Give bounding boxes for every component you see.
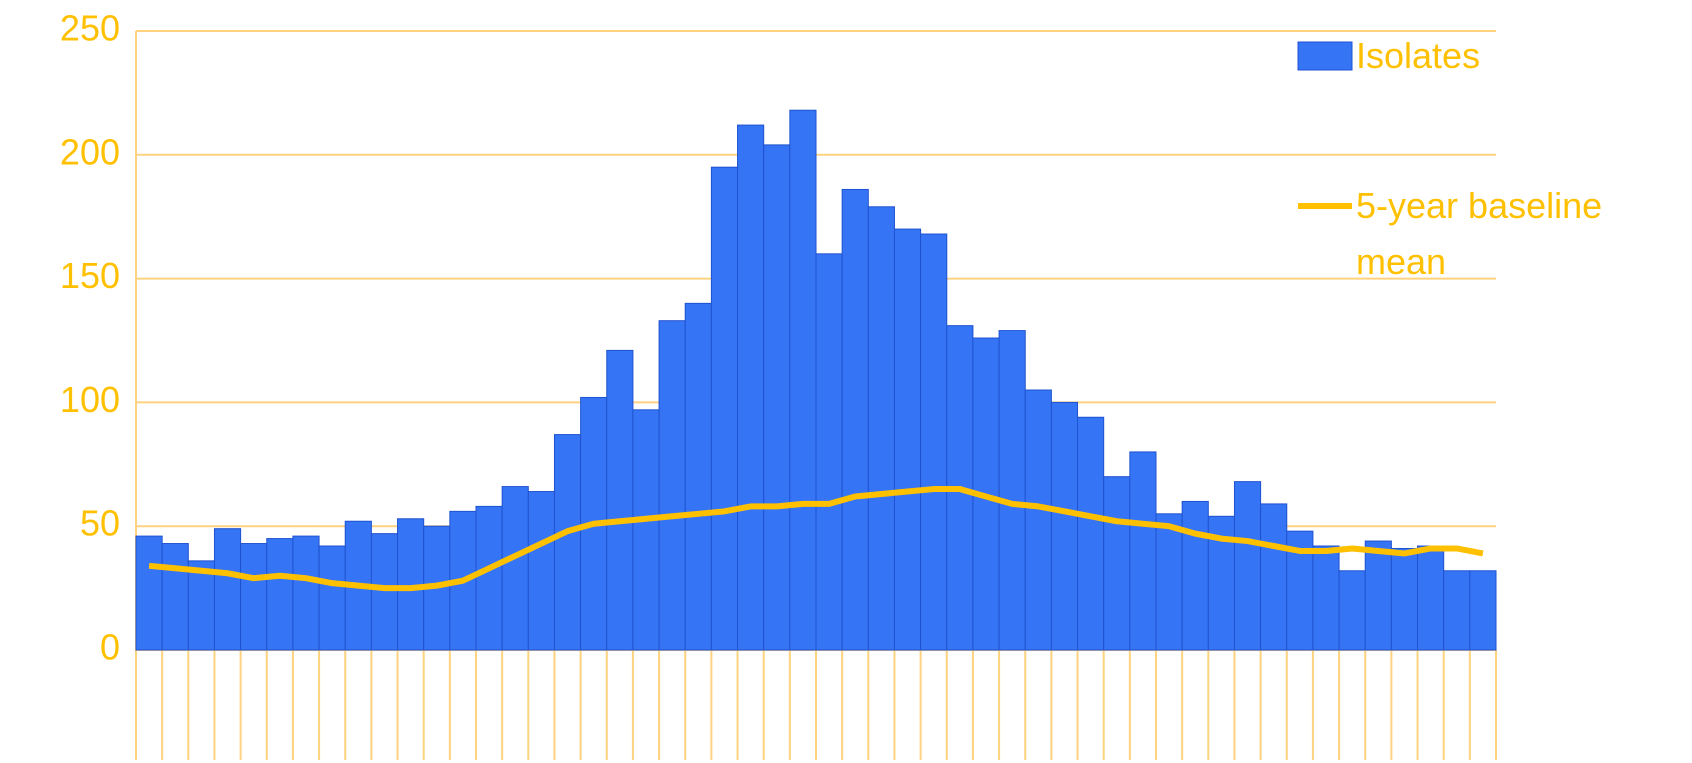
bar bbox=[815, 253, 843, 651]
bar bbox=[292, 535, 320, 651]
y-tick-label: 200 bbox=[60, 131, 120, 172]
bar bbox=[1129, 451, 1157, 651]
bar bbox=[737, 124, 765, 651]
bar bbox=[1390, 547, 1419, 651]
bar bbox=[606, 349, 634, 651]
bar bbox=[501, 486, 529, 651]
bar bbox=[920, 233, 948, 651]
bar bbox=[553, 434, 582, 651]
bar bbox=[1233, 481, 1262, 651]
y-tick-label: 50 bbox=[80, 503, 120, 544]
bar bbox=[370, 533, 399, 651]
y-tick-label: 250 bbox=[60, 8, 120, 49]
legend-label: 5-year baseline mean bbox=[1356, 185, 1603, 282]
bar bbox=[318, 545, 346, 651]
bar bbox=[213, 528, 242, 651]
bar bbox=[684, 302, 712, 651]
bar bbox=[841, 188, 869, 651]
bar bbox=[632, 409, 660, 651]
bar bbox=[527, 491, 555, 651]
bar bbox=[135, 535, 163, 651]
bar bbox=[1077, 416, 1105, 651]
y-tick-label: 100 bbox=[60, 379, 120, 420]
bar bbox=[187, 560, 215, 651]
y-tick-label: 150 bbox=[60, 255, 120, 296]
bar bbox=[893, 228, 922, 651]
bar bbox=[1103, 476, 1131, 651]
bar bbox=[710, 166, 739, 651]
bar bbox=[240, 543, 268, 651]
bar bbox=[1155, 513, 1183, 651]
bar bbox=[1364, 540, 1392, 651]
bar bbox=[1024, 389, 1052, 651]
y-tick-label: 0 bbox=[100, 627, 120, 668]
bar bbox=[1417, 545, 1445, 651]
bar bbox=[266, 538, 294, 651]
bar bbox=[1260, 503, 1288, 651]
bar bbox=[1312, 545, 1340, 651]
bar bbox=[867, 206, 895, 651]
bar bbox=[789, 109, 817, 651]
legend-label: Isolates bbox=[1356, 35, 1481, 76]
bar bbox=[763, 144, 791, 651]
bar bbox=[475, 505, 503, 651]
legend-swatch bbox=[1297, 41, 1353, 71]
bar bbox=[1469, 570, 1497, 651]
bar bbox=[998, 330, 1026, 651]
bar bbox=[1443, 570, 1471, 651]
line bbox=[148, 486, 1484, 592]
bar bbox=[161, 543, 189, 651]
bar bbox=[658, 320, 686, 651]
bar bbox=[1050, 401, 1079, 651]
bar bbox=[1338, 570, 1366, 651]
bar bbox=[1181, 500, 1209, 651]
